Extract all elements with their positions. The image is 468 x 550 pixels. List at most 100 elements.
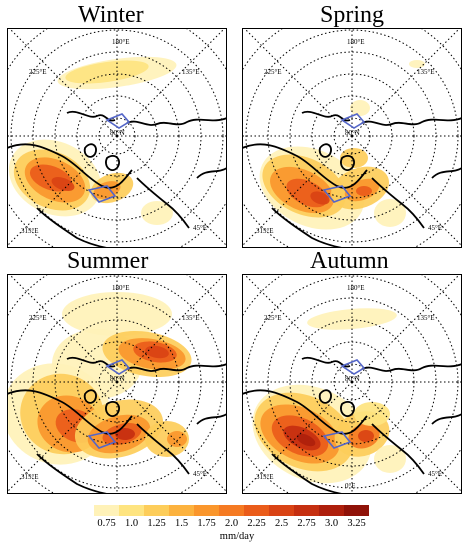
- coastline: [242, 143, 368, 189]
- anomaly-shading: [167, 431, 187, 447]
- grid-label-lon-top: 180°E: [347, 284, 365, 292]
- meridian-line: [8, 28, 118, 137]
- colorbar-swatch: [219, 505, 244, 516]
- coastline: [136, 423, 190, 475]
- grid-label-lon-bottom-right: 45°E: [193, 470, 207, 478]
- spring-title: Spring: [320, 2, 385, 28]
- study-region-outline: [322, 185, 352, 203]
- coastline: [136, 177, 190, 229]
- grid-label-lon-bottom-right: 45°E: [428, 470, 442, 478]
- meridian-line: [351, 135, 462, 247]
- coastline: [340, 155, 355, 171]
- autumn-map: 180°E 225°E 135°E 315°E 45°E 80°N 0°E: [242, 274, 462, 494]
- colorbar-swatch: [294, 505, 319, 516]
- colorbar-swatch: [119, 505, 144, 516]
- meridian-line: [7, 135, 118, 247]
- latitude-circle: [289, 73, 415, 199]
- winter-map: 180°E 225°E 135°E 315°E 45°E 80°N: [7, 28, 227, 248]
- map-frame: [7, 28, 227, 248]
- colorbar-swatch: [244, 505, 269, 516]
- colorbar-tick-label: 2.5: [274, 518, 289, 529]
- map-frame: [7, 274, 227, 494]
- latitude-circle: [98, 363, 136, 401]
- coastline: [361, 363, 462, 372]
- coastline: [340, 401, 355, 417]
- coastline: [196, 167, 227, 179]
- anomaly-shading: [374, 199, 406, 227]
- coastline: [83, 143, 97, 158]
- study-region-outline: [87, 185, 117, 203]
- coastline: [126, 117, 227, 126]
- autumn-title: Autumn: [310, 248, 389, 274]
- colorbar-tick-label: 3.0: [324, 518, 339, 529]
- anomaly-shading: [296, 433, 316, 447]
- grid-label-lon-bottom: 0°E: [345, 482, 356, 490]
- colorbar-swatch: [144, 505, 169, 516]
- latitude-circle: [245, 275, 459, 489]
- study-region-outline: [87, 431, 117, 449]
- coastline: [242, 389, 368, 435]
- coastline: [196, 413, 227, 425]
- meridian-line: [116, 274, 226, 383]
- grid-label-lon-bottom-left: 315°E: [256, 473, 274, 481]
- anomaly-shading: [51, 177, 75, 191]
- anomaly-shading: [356, 186, 372, 196]
- grid-label-lon-bottom-right: 45°E: [193, 224, 207, 232]
- colorbar-swatch: [319, 505, 344, 516]
- study-region-outline: [340, 113, 366, 129]
- grid-label-lon-top-right: 135°E: [182, 68, 200, 76]
- anomaly-shading: [350, 100, 370, 116]
- coastline: [7, 143, 133, 189]
- meridian-line: [8, 274, 118, 383]
- grid-label-lon-top-right: 135°E: [182, 314, 200, 322]
- anomaly-shading: [115, 428, 135, 440]
- latitude-circle: [10, 275, 224, 489]
- meridian-line: [351, 28, 461, 137]
- latitude-circle: [245, 29, 459, 243]
- grid-label-lon-top-left: 225°E: [29, 68, 47, 76]
- coastline: [36, 453, 108, 494]
- latitude-circle: [98, 117, 136, 155]
- anomaly-shading: [65, 60, 149, 84]
- grid-label-lon-top-right: 135°E: [417, 314, 435, 322]
- grid-label-lon-bottom-right: 45°E: [428, 224, 442, 232]
- grid-label-lon-top-left: 225°E: [29, 314, 47, 322]
- winter-title: Winter: [78, 2, 144, 28]
- latitude-circle: [333, 117, 371, 155]
- map-frame: [242, 274, 462, 494]
- meridian-line: [242, 135, 353, 247]
- map-frame: [242, 28, 462, 248]
- meridian-line: [116, 135, 227, 247]
- colorbar-unit-label: mm/day: [219, 531, 255, 542]
- study-region-outline: [340, 359, 366, 375]
- colorbar-swatch: [94, 505, 119, 516]
- meridian-line: [116, 381, 227, 493]
- coastline: [271, 453, 343, 494]
- grid-label-lon-top: 180°E: [347, 38, 365, 46]
- meridian-line: [7, 381, 118, 493]
- spring-map: 180°E 225°E 135°E 315°E 45°E 80°N: [242, 28, 462, 248]
- coastline: [7, 389, 133, 435]
- grid-label-lon-top: 180°E: [112, 284, 130, 292]
- colorbar-swatch: [169, 505, 194, 516]
- meridian-line: [243, 28, 353, 137]
- colorbar-tick-label: 1.5: [174, 518, 189, 529]
- meridian-line: [351, 274, 461, 383]
- colorbar-tick-label: 3.25: [347, 518, 366, 529]
- anomaly-shading: [374, 445, 406, 473]
- summer-map: 180°E 225°E 135°E 315°E 45°E 80°N: [7, 274, 227, 494]
- coastline: [371, 423, 425, 475]
- coastline: [36, 207, 108, 248]
- grid-label-lon-top-left: 225°E: [264, 314, 282, 322]
- colorbar-swatch: [194, 505, 219, 516]
- study-region-outline: [105, 359, 131, 375]
- colorbar-tick-label: 2.75: [297, 518, 316, 529]
- grid-label-lat-inner: 80°N: [345, 129, 360, 137]
- anomaly-shading: [145, 345, 169, 359]
- latitude-circle: [54, 73, 180, 199]
- anomaly-shading: [141, 201, 173, 225]
- grid-label-lon-top-right: 135°E: [417, 68, 435, 76]
- coastline: [126, 363, 227, 372]
- coastline: [431, 413, 462, 425]
- coastline: [361, 117, 462, 126]
